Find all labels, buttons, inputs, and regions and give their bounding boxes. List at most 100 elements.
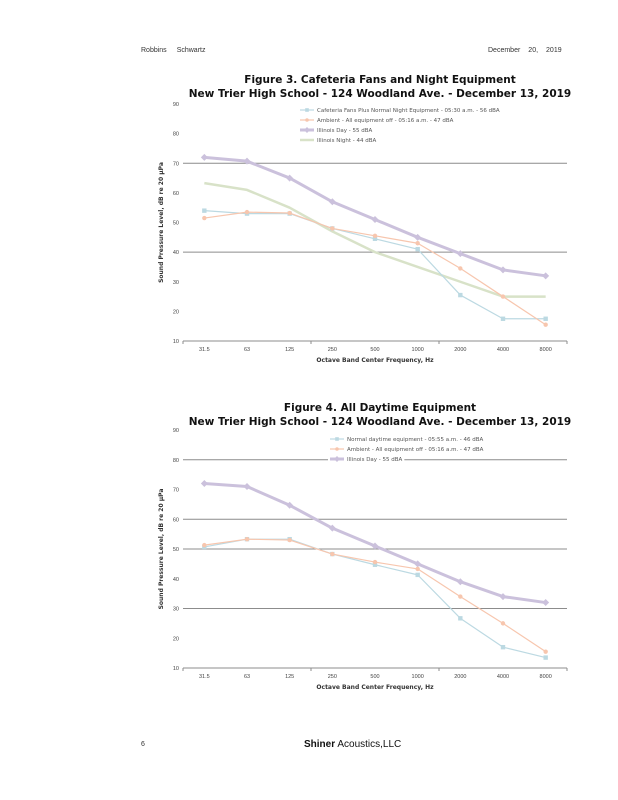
legend-item-bg [328, 454, 405, 464]
data-point-circle [287, 537, 292, 543]
header-author: Robbins Schwartz [141, 46, 205, 55]
series-ambient [202, 209, 548, 327]
legend-marker-diamond [334, 456, 340, 462]
legend-marker-circle [335, 447, 339, 451]
data-point-square [458, 292, 463, 298]
data-point-circle [202, 215, 207, 221]
y-tick-label: 20 [173, 309, 179, 315]
y-tick-label: 80 [173, 458, 179, 464]
x-tick-label: 500 [370, 347, 379, 353]
series-line [204, 181, 546, 298]
data-point-square [415, 572, 420, 578]
x-tick-label: 63 [244, 347, 250, 353]
series-line [204, 538, 546, 659]
series-equipment [202, 208, 548, 321]
data-point-circle [244, 209, 250, 215]
data-point-circle [543, 649, 548, 654]
y-axis-label: Sound Pressure Level, dB re 20 μPa [158, 162, 165, 283]
legend-item-bg [328, 434, 486, 444]
figure-3-title: Figure 3. Cafeteria Fans and Night Equip… [244, 74, 516, 86]
legend-item: Ambient - All equipment off - 05:16 a.m.… [328, 444, 486, 454]
y-tick-label: 40 [173, 250, 179, 256]
footer-page-number: 6 [141, 741, 145, 748]
data-point-diamond [328, 524, 336, 532]
legend-item: Illinois Night - 44 dBA [298, 135, 379, 145]
legend-label: Ambient - All equipment off - 05:16 a.m.… [347, 447, 484, 453]
series-line [204, 211, 546, 326]
header-date-day: 20, [528, 47, 539, 54]
legend-label: Cafeteria Fans Plus Normal Night Equipme… [317, 108, 500, 114]
data-point-diamond [328, 198, 336, 206]
legend-item-bg [298, 135, 379, 145]
data-point-circle [458, 594, 463, 599]
legend-label: Illinois Night - 44 dBA [317, 138, 376, 144]
footer-company: Shiner Acoustics,LLC [304, 739, 401, 750]
x-tick-label: 250 [328, 674, 337, 680]
data-point-circle [287, 210, 292, 216]
legend-label: Illinois Day - 55 dBA [347, 457, 403, 463]
legend-item: Illinois Day - 55 dBA [328, 454, 405, 464]
data-point-diamond [371, 542, 379, 550]
footer-company-rest: Acoustics,LLC [337, 739, 402, 750]
data-point-diamond [286, 174, 294, 182]
legend-label: Illinois Day - 55 dBA [317, 128, 373, 134]
data-point-square [500, 644, 506, 650]
legend-item: Normal daytime equipment - 05:55 a.m. - … [328, 434, 486, 444]
data-point-diamond [371, 216, 379, 224]
series-illinois-day [200, 153, 550, 280]
series-line [204, 538, 546, 653]
x-tick-label: 125 [285, 674, 294, 680]
data-point-square [543, 316, 548, 321]
data-point-circle [372, 233, 378, 239]
data-point-circle [372, 559, 378, 565]
legend-item-bg [298, 115, 456, 125]
data-point-diamond [542, 599, 550, 607]
legend-item-bg [298, 105, 502, 115]
x-tick-label: 8000 [540, 674, 552, 680]
y-tick-label: 60 [173, 191, 179, 197]
data-point-square [543, 655, 548, 660]
data-point-square [202, 208, 207, 213]
data-point-diamond [243, 157, 251, 165]
data-point-square [372, 562, 378, 567]
data-point-diamond [414, 560, 422, 568]
y-tick-label: 50 [173, 547, 179, 553]
x-tick-label: 2000 [454, 674, 466, 680]
x-tick-label: 8000 [540, 347, 552, 353]
series-line [204, 210, 546, 320]
data-point-circle [543, 322, 548, 327]
data-point-diamond [499, 266, 507, 274]
data-point-circle [500, 621, 506, 626]
legend-marker-square [305, 108, 309, 112]
data-point-diamond [456, 250, 464, 258]
data-point-diamond [243, 483, 251, 491]
x-tick-label: 63 [244, 674, 250, 680]
x-tick-label: 500 [370, 674, 379, 680]
y-tick-label: 30 [173, 280, 179, 286]
legend-label: Ambient - All equipment off - 05:16 a.m.… [317, 118, 454, 124]
header-date: December 20, 2019 [488, 46, 562, 55]
y-tick-label: 30 [173, 607, 179, 613]
figure-4-chart: 10 20 30 40 50 60 70 80 90 31.5 63 125 250 500 1000 200… [158, 428, 568, 691]
header-author-first: Robbins [141, 47, 167, 54]
y-tick-label: 60 [173, 517, 179, 523]
data-point-circle [244, 536, 250, 542]
x-tick-label: 2000 [454, 347, 466, 353]
data-point-diamond [542, 272, 550, 280]
series-illinois-day [200, 480, 550, 607]
x-axis-label: Octave Band Center Frequency, Hz [316, 684, 434, 691]
data-point-diamond [456, 578, 464, 586]
header-author-last: Schwartz [176, 47, 206, 54]
series-equipment [202, 536, 548, 660]
data-point-circle [202, 542, 207, 548]
data-point-circle [500, 294, 506, 299]
y-tick-label: 70 [173, 161, 179, 167]
data-point-diamond [286, 501, 294, 509]
data-point-circle [330, 551, 335, 557]
y-tick-label: 50 [173, 221, 179, 227]
x-tick-label: 4000 [497, 674, 509, 680]
x-tick-label: 1000 [412, 347, 424, 353]
figure-4-title-block: Figure 4. All Daytime Equipment New Trie… [150, 401, 610, 429]
legend-item-bg [298, 125, 375, 135]
